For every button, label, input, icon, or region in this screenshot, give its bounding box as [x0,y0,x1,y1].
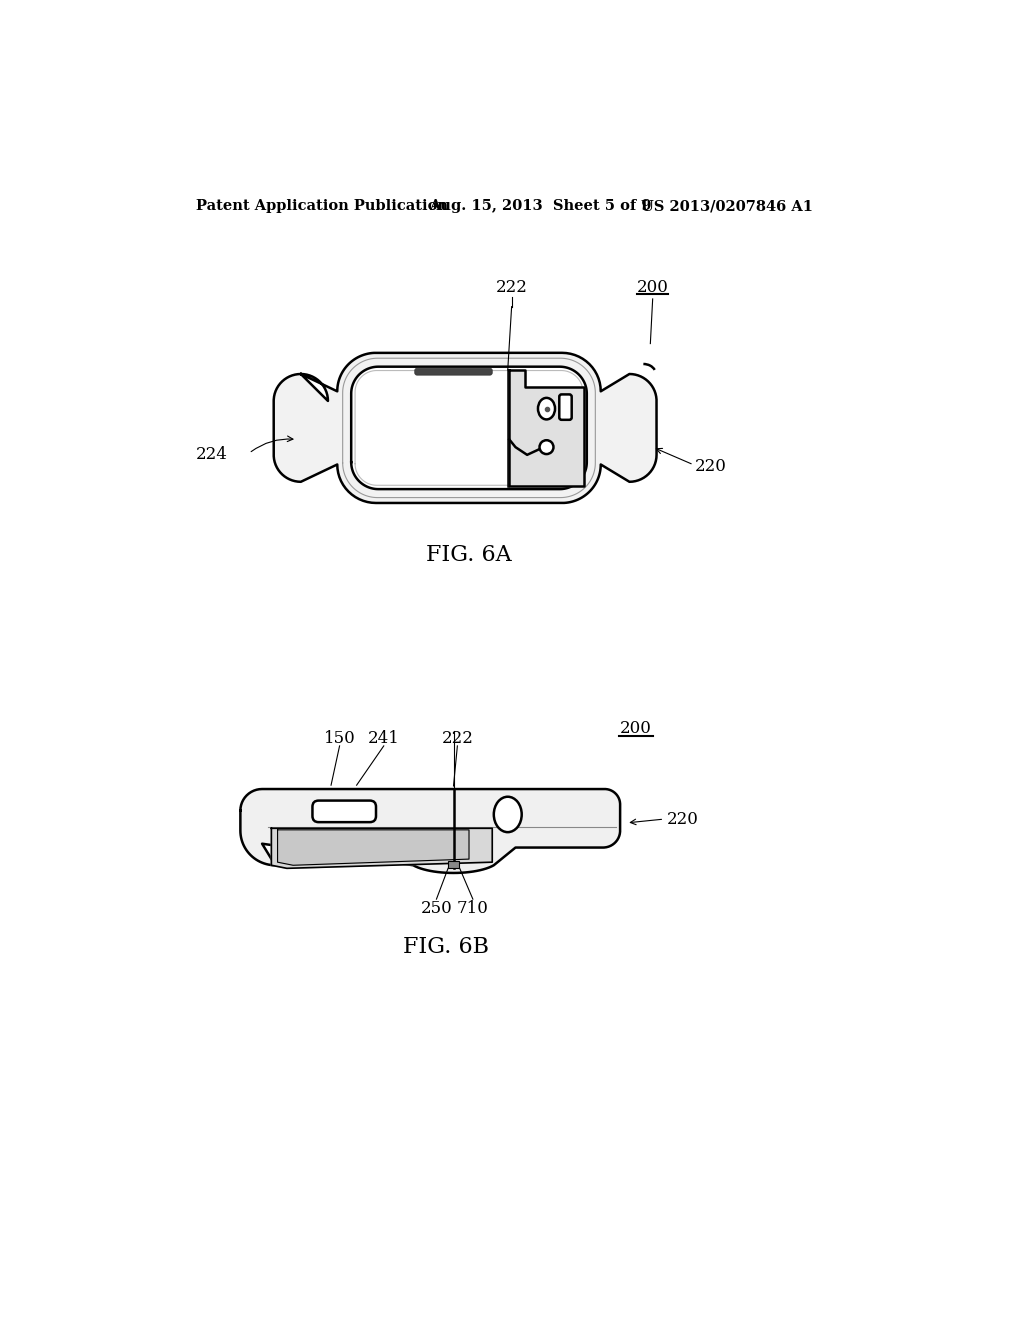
Polygon shape [271,829,493,869]
Text: 222: 222 [496,279,527,296]
Text: 224: 224 [196,446,227,463]
Polygon shape [509,370,584,486]
Polygon shape [273,352,656,503]
Polygon shape [241,789,621,873]
Ellipse shape [538,397,555,420]
Text: Patent Application Publication: Patent Application Publication [197,199,449,213]
FancyBboxPatch shape [559,395,571,420]
FancyBboxPatch shape [312,800,376,822]
Circle shape [540,441,554,454]
FancyBboxPatch shape [415,368,493,375]
Text: 241: 241 [368,730,399,747]
Text: 250: 250 [421,900,453,917]
Polygon shape [278,830,469,866]
Text: FIG. 6B: FIG. 6B [402,936,488,958]
Polygon shape [351,367,587,490]
Text: 200: 200 [637,279,669,296]
Text: 710: 710 [457,900,488,917]
Text: 250: 250 [414,420,445,437]
Text: 220: 220 [667,810,698,828]
Text: FIG. 6A: FIG. 6A [426,544,512,566]
Text: 220: 220 [695,458,727,475]
Text: 150: 150 [324,730,355,747]
Bar [449,861,459,869]
Ellipse shape [494,797,521,832]
Text: 200: 200 [620,721,651,738]
Text: Aug. 15, 2013  Sheet 5 of 9: Aug. 15, 2013 Sheet 5 of 9 [429,199,651,213]
Text: US 2013/0207846 A1: US 2013/0207846 A1 [641,199,813,213]
Text: 222: 222 [441,730,473,747]
